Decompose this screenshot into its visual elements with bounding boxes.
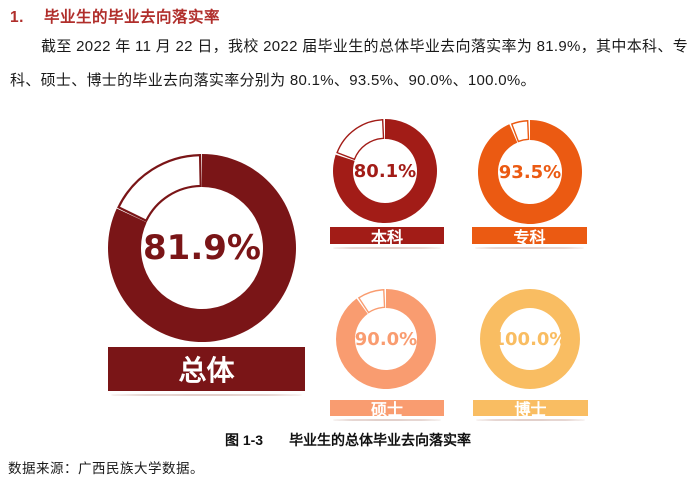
category-label-junior-college: 专科 [472, 227, 587, 249]
donut-percent-master: 90.0% [354, 328, 418, 350]
donut-chart-doctoral: 100.0% [479, 288, 581, 390]
data-source-note: 数据来源：广西民族大学数据。 [8, 461, 204, 476]
category-label-master: 硕士 [330, 400, 444, 421]
donut-chart-master: 90.0% [335, 288, 437, 390]
donut-ring-overall [108, 153, 296, 342]
category-label-overall: 总体 [108, 347, 305, 396]
figure-caption: 图 1-3 毕业生的总体毕业去向落实率 [0, 430, 696, 450]
donut-ring-doctoral [480, 289, 580, 389]
donut-percent-overall: 81.9% [143, 228, 261, 268]
section-heading: 1. 毕业生的毕业去向落实率 [10, 5, 220, 27]
donut-chart-undergraduate: 80.1% [332, 118, 438, 224]
donut-percent-doctoral: 100.0% [492, 328, 568, 350]
donut-ring-master [336, 289, 436, 389]
donut-chart-junior-college: 93.5% [477, 119, 583, 225]
body-paragraph: 截至 2022 年 11 月 22 日，我校 2022 届毕业生的总体毕业去向落… [10, 38, 688, 89]
figure-number: 图 1-3 [224, 432, 264, 448]
donut-percent-junior-college: 93.5% [498, 161, 562, 183]
section-title: 毕业生的毕业去向落实率 [44, 9, 221, 26]
donut-ring-junior-college [478, 120, 582, 224]
category-label-undergraduate: 本科 [330, 227, 444, 249]
donut-chart-overall: 81.9% [106, 152, 298, 344]
donut-ring-undergraduate [333, 119, 437, 223]
category-label-doctoral: 博士 [473, 400, 588, 421]
donut-percent-undergraduate: 80.1% [353, 160, 417, 182]
section-number: 1. [10, 9, 24, 26]
figure-title: 毕业生的总体毕业去向落实率 [289, 432, 472, 448]
